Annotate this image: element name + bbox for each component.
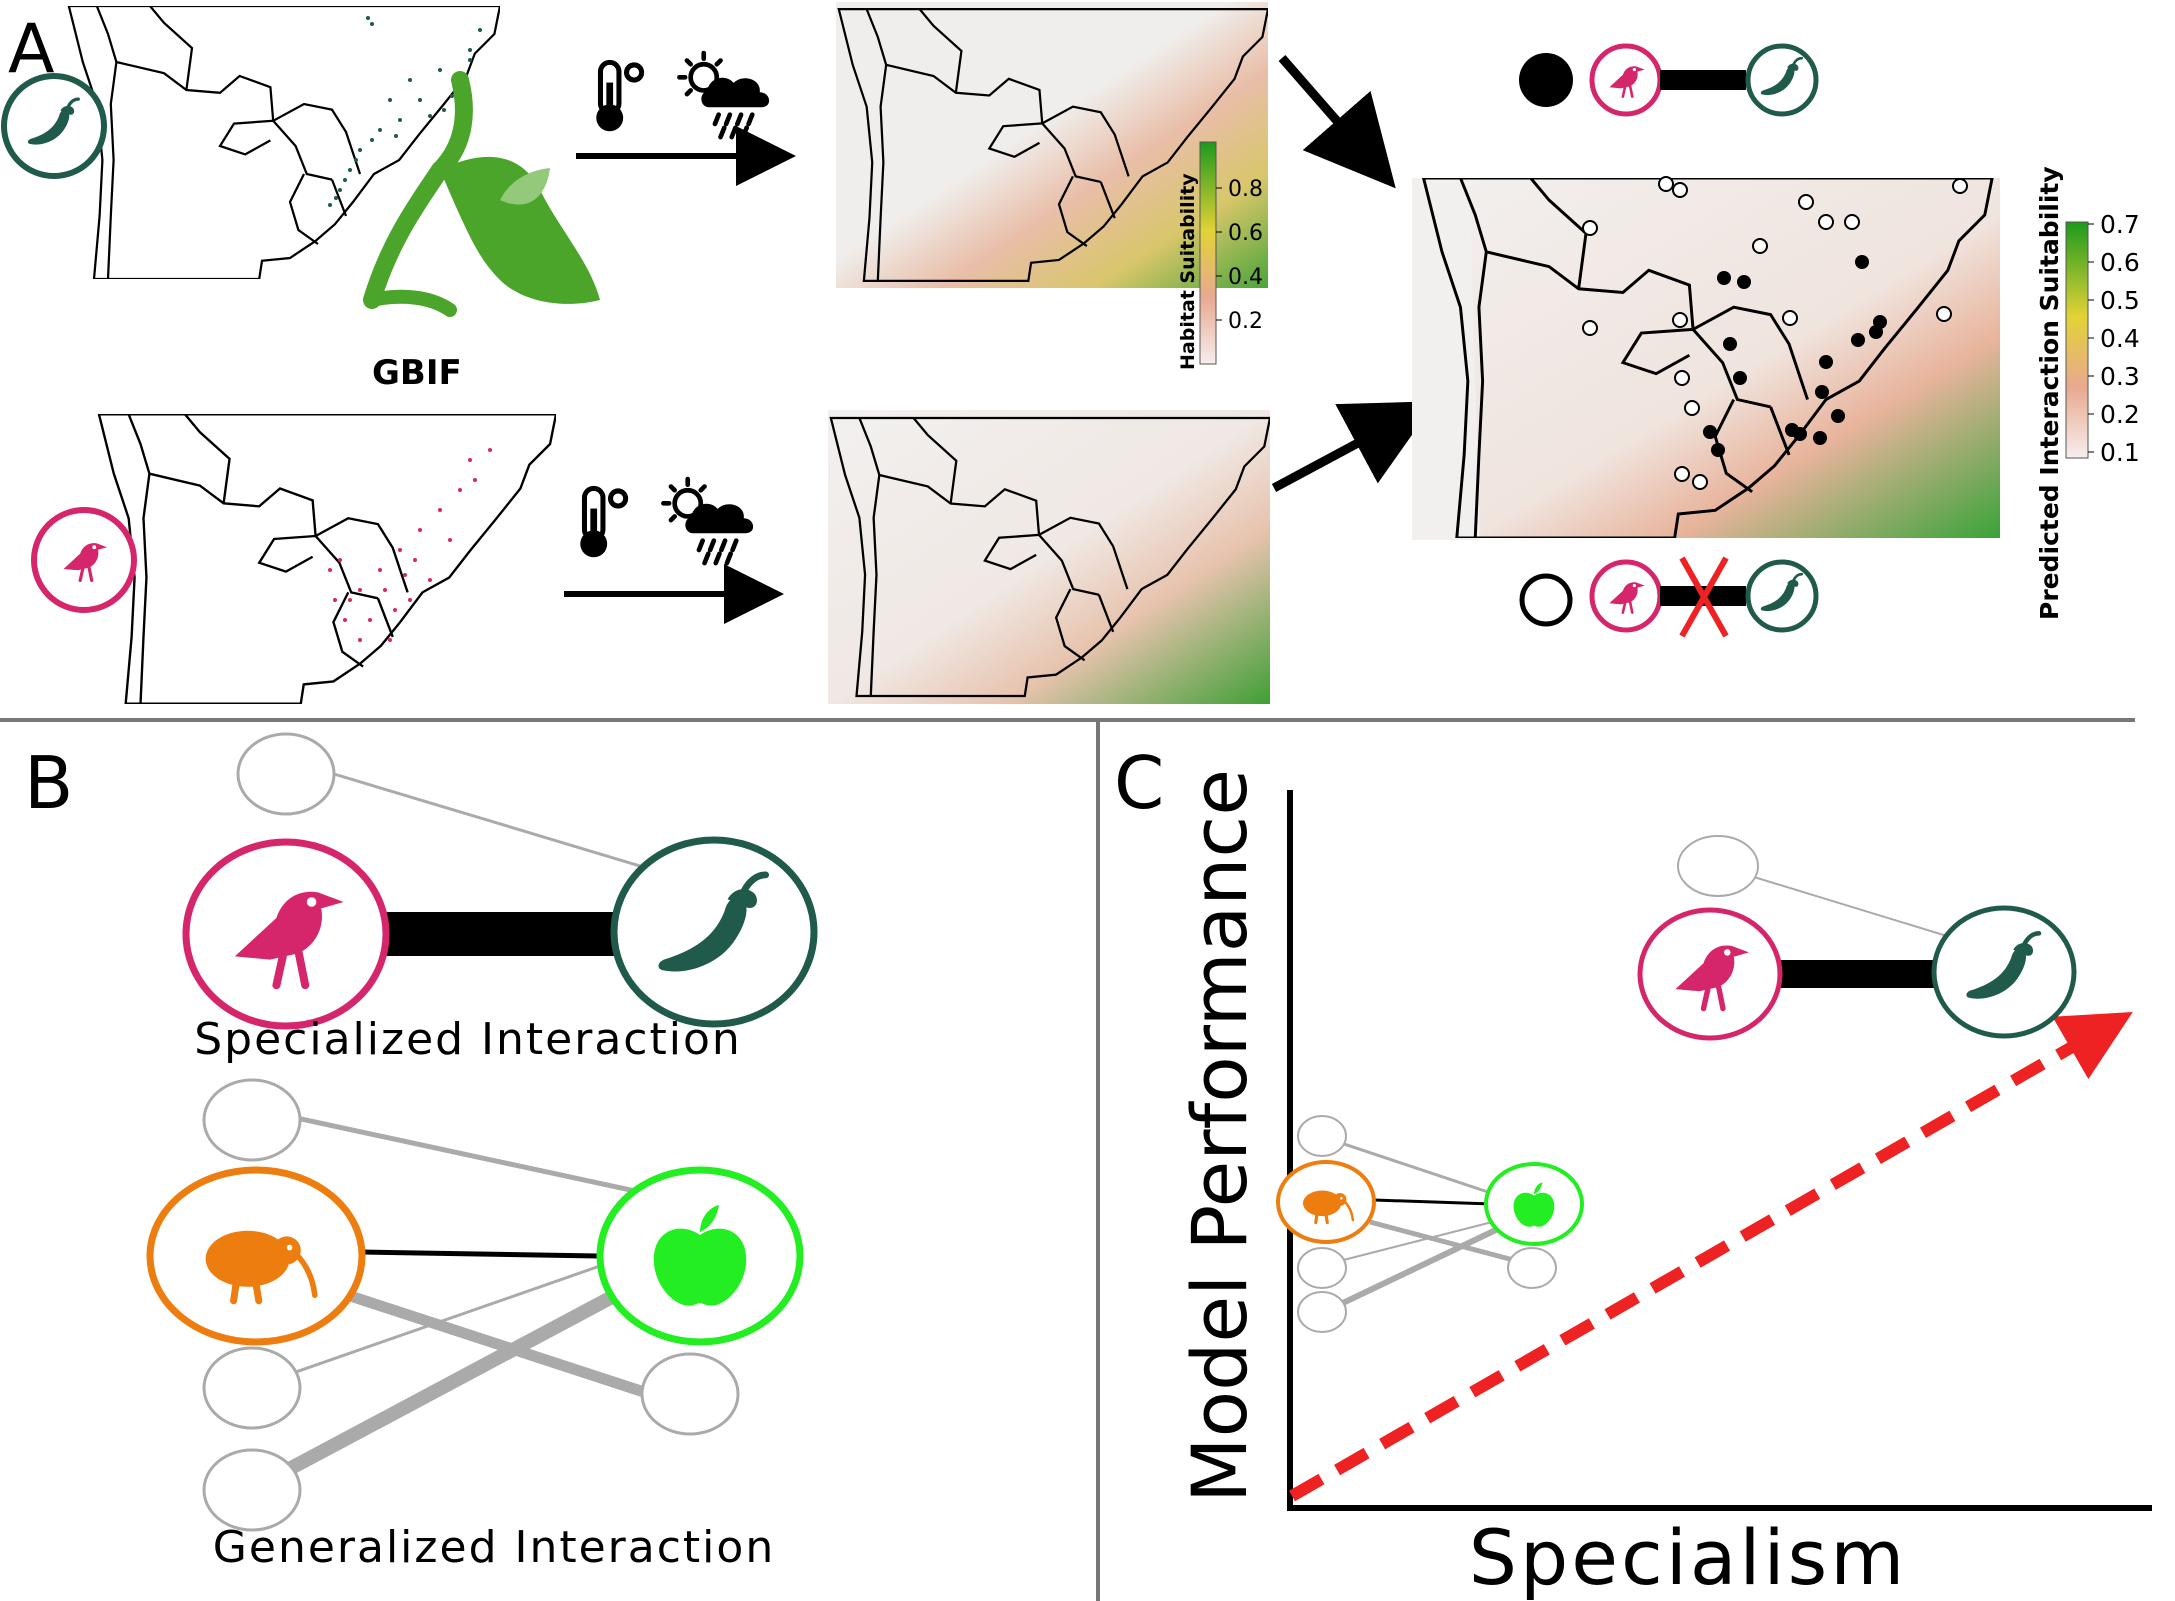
bird-habitat-suitability-map (828, 410, 1270, 704)
generalized-network (146, 1078, 804, 1532)
thermometer-icon (596, 62, 641, 131)
habitat-tick-0: 0.8 (1228, 177, 1263, 202)
habitat-legend-ticks: 0.8 0.6 0.4 0.2 (1216, 177, 1263, 334)
empty-node (236, 732, 336, 816)
absent-interaction-points (1582, 176, 1968, 490)
present-interaction-key (1519, 43, 1819, 117)
interaction-tick-6: 0.1 (2100, 438, 2140, 467)
sun-cloud-rain-icon-2 (663, 479, 753, 563)
absent-interaction-key (1519, 556, 1819, 638)
y-axis-label: Model Performance (1175, 769, 1264, 1503)
habitat-tick-1: 0.6 (1228, 221, 1263, 246)
trend-arrow (1289, 1012, 2133, 1502)
pepper-occurrence-map (67, 6, 500, 279)
interaction-tick-0: 0.7 (2100, 210, 2140, 239)
specialized-network (182, 732, 818, 1030)
specialized-interaction-label: Specialized Interaction (194, 1014, 742, 1065)
interaction-tick-4: 0.3 (2100, 362, 2140, 391)
arrow-to-interaction-map-bottom (1271, 401, 1436, 492)
x-axis-label: Specialism (1469, 1513, 1908, 1601)
no-interaction-cross-icon (1679, 556, 1729, 638)
pepper-habitat-suitability-map (836, 2, 1280, 288)
habitat-legend-title: Habitat Suitability (1177, 173, 1199, 370)
sun-cloud-rain-icon (679, 53, 769, 137)
panel-c-label: C (1114, 741, 1164, 825)
interaction-tick-1: 0.6 (2100, 248, 2140, 277)
interaction-tick-2: 0.5 (2100, 286, 2140, 315)
arrow-to-interaction-map-top (1278, 55, 1396, 189)
gbif-sprout-logo (363, 71, 600, 317)
generalized-interaction-label: Generalized Interaction (213, 1522, 775, 1573)
present-interaction-points (1703, 255, 1887, 457)
filled-circle-symbol (1519, 53, 1573, 107)
habitat-tick-2: 0.4 (1228, 265, 1263, 290)
habitat-tick-3: 0.2 (1228, 309, 1263, 334)
gbif-text: GBIF (372, 353, 462, 393)
interaction-suitability-legend: 0.7 0.6 0.5 0.4 0.3 0.2 0.1 Predicted In… (2035, 166, 2140, 620)
habitat-suitability-legend: 0.8 0.6 0.4 0.2 Habitat Suitability (1177, 141, 1263, 370)
predicted-interaction-map (1412, 176, 2000, 540)
open-circle-symbol (1519, 573, 1573, 627)
interaction-tick-3: 0.4 (2100, 324, 2140, 353)
panel-b-label: B (24, 741, 73, 825)
generalized-network-small (1276, 1115, 1584, 1333)
bird-occurrence-map (97, 414, 556, 704)
thermometer-icon-2 (580, 488, 625, 557)
specialized-network-small (1637, 835, 2077, 1041)
interaction-legend-title: Predicted Interaction Suitability (2035, 166, 2064, 620)
interaction-tick-5: 0.2 (2100, 400, 2140, 429)
